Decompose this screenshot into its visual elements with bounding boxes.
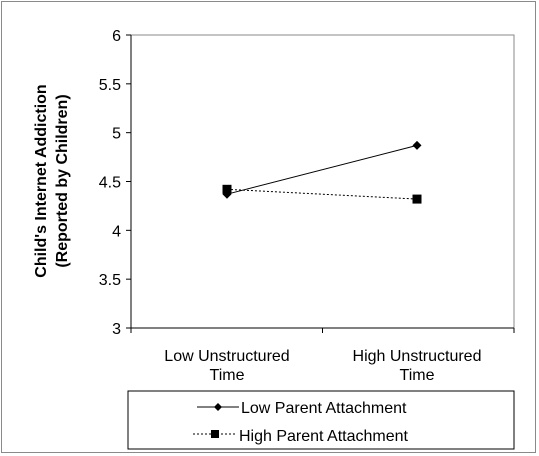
y-tick-label: 5	[112, 126, 121, 143]
y-tick-label: 4	[112, 223, 121, 240]
plot-area	[130, 34, 515, 329]
data-point-high-parent-attachment-2	[412, 194, 422, 204]
legend-label-low-parent-attachment: Low Parent Attachment	[241, 400, 407, 417]
y-tick-label: 6	[112, 28, 121, 45]
y-tick-label: 3	[112, 321, 121, 338]
x-category-label-1-line2: Time	[210, 367, 245, 384]
x-category-label-2-line1: High Unstructured	[353, 348, 482, 365]
x-ticks	[130, 328, 515, 333]
data-point-high-parent-attachment-1	[222, 184, 232, 194]
data-point-low-parent-attachment-2	[412, 140, 422, 150]
y-axis-label-line1: Child's Internet Addiction	[33, 84, 50, 277]
x-category-label-2-line2: Time	[400, 367, 435, 384]
y-axis-label-line2: (Reported by Children)	[54, 94, 71, 267]
legend: Low Parent Attachment High Parent Attach…	[127, 390, 515, 450]
series-group	[222, 140, 422, 204]
legend-box	[127, 390, 515, 450]
legend-marker-diamond	[214, 403, 222, 411]
x-category-label-1-line1: Low Unstructured	[164, 348, 289, 365]
legend-marker-square	[211, 430, 219, 438]
y-tick-label: 3.5	[99, 272, 121, 289]
series-line-low-parent-attachment	[226, 144, 418, 195]
y-tick-label: 4.5	[99, 175, 121, 192]
y-tick-label: 5.5	[99, 77, 121, 94]
legend-label-high-parent-attachment: High Parent Attachment	[239, 428, 409, 445]
y-ticks: 3 3.5 4 4.5 5 5.5 6	[99, 28, 131, 338]
